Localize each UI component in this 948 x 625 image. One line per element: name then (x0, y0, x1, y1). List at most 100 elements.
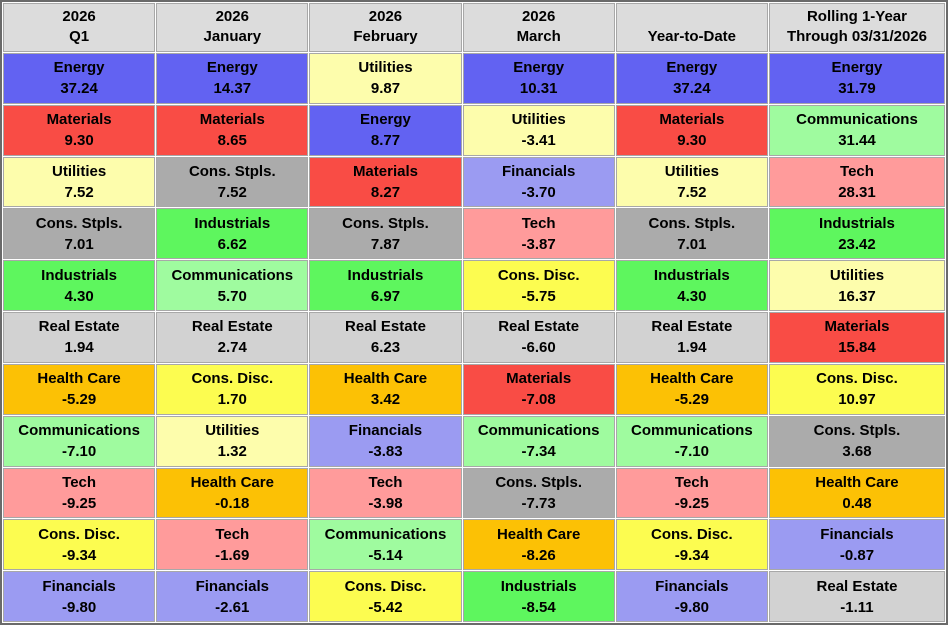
sector-return-value: -7.34 (521, 443, 556, 461)
sector-cell: Materials 8.27 (310, 157, 461, 207)
sector-name: Health Care (343, 370, 428, 388)
sector-name: Tech (674, 473, 709, 491)
sector-name: Cons. Disc. (816, 370, 898, 388)
sector-return-value: -5.42 (368, 598, 403, 616)
sector-return-value: -9.25 (61, 494, 97, 512)
sector-cell: Cons. Stpls. 7.01 (4, 209, 155, 259)
column-header-label: January (203, 28, 262, 45)
sector-name: Energy (666, 59, 718, 77)
sector-return-value: 1.94 (677, 339, 707, 357)
sector-return-value: -6.60 (521, 339, 556, 357)
sector-name: Real Estate (38, 318, 120, 336)
sector-return-value: -7.08 (521, 391, 556, 409)
sector-cell: Communications 31.44 (769, 105, 944, 155)
sector-name: Energy (513, 59, 565, 77)
sector-name: Health Care (815, 473, 899, 491)
sector-return-value: -0.87 (839, 546, 875, 564)
sector-return-value: -3.87 (521, 235, 556, 253)
sector-return-value: -3.98 (368, 494, 403, 512)
sector-cell: Industrials 6.62 (157, 209, 308, 259)
sector-return-value: -7.10 (674, 443, 709, 461)
sector-name: Health Care (650, 370, 734, 388)
sector-return-value: 9.30 (64, 132, 94, 150)
column-header: 2026 January (157, 4, 308, 51)
sector-name: Materials (46, 111, 112, 129)
sector-return-value: 8.65 (217, 132, 247, 150)
sector-cell: Real Estate -1.11 (769, 572, 944, 621)
sector-return-value: -3.83 (368, 443, 403, 461)
sector-cell: Health Care -8.26 (463, 520, 614, 570)
sector-return-value: 23.42 (838, 235, 876, 253)
sector-name: Real Estate (345, 318, 426, 336)
sector-return-value: -7.73 (521, 494, 556, 512)
sector-return-value: 3.42 (370, 391, 401, 409)
sector-name: Financials (501, 163, 576, 181)
sector-cell: Tech -1.69 (157, 520, 308, 570)
sector-return-value: -9.34 (674, 546, 709, 564)
sector-return-value: 31.79 (838, 80, 876, 98)
sector-cell: Industrials 6.97 (310, 261, 461, 311)
sector-return-value: -0.18 (215, 494, 250, 512)
sector-return-value: -9.80 (674, 598, 709, 616)
sector-cell: Real Estate -6.60 (463, 313, 614, 362)
sector-cell: Energy 10.31 (463, 54, 614, 103)
sector-cell: Tech -9.25 (4, 468, 155, 518)
column-header-label: March (516, 28, 561, 45)
sector-name: Tech (840, 163, 874, 181)
sector-name: Communications (631, 422, 753, 440)
sector-return-value: 5.70 (217, 287, 247, 305)
column-header: Rolling 1-Year Through 03/31/2026 (769, 4, 944, 51)
sector-name: Communications (796, 111, 918, 129)
sector-cell: Industrials 23.42 (769, 209, 944, 259)
sector-name: Industrials (819, 214, 895, 232)
sector-cell: Materials 9.30 (4, 105, 155, 155)
sector-return-value: -1.11 (840, 598, 874, 616)
sector-return-value: 1.70 (217, 391, 247, 409)
sector-cell: Utilities 16.37 (769, 261, 944, 311)
sector-cell: Communications -7.10 (616, 416, 767, 466)
sector-cell: Communications 5.70 (157, 261, 308, 311)
sector-return-value: 9.87 (370, 80, 401, 98)
sector-name: Industrials (500, 577, 577, 595)
sector-name: Communications (18, 422, 140, 440)
sector-name: Materials (659, 111, 725, 129)
sector-return-value: 6.23 (370, 339, 401, 357)
sector-name: Cons. Stpls. (35, 214, 123, 232)
sector-return-value: 4.30 (64, 287, 94, 305)
sector-cell: Materials 8.65 (157, 105, 308, 155)
sector-return-value: 7.01 (677, 235, 707, 253)
sector-name: Cons. Stpls. (813, 422, 901, 440)
sector-name: Cons. Disc. (38, 525, 120, 543)
sector-cell: Real Estate 2.74 (157, 313, 308, 362)
sector-return-value: 16.37 (838, 287, 876, 305)
sector-cell: Energy 8.77 (310, 105, 461, 155)
sector-name: Utilities (52, 163, 107, 181)
sector-name: Tech (62, 473, 97, 491)
sector-cell: Utilities 1.32 (157, 416, 308, 466)
sector-return-value: 10.31 (519, 80, 558, 98)
sector-name: Financials (820, 525, 894, 543)
column-header-label: Q1 (69, 28, 90, 45)
sector-cell: Cons. Stpls. 7.01 (616, 209, 767, 259)
sector-return-value: 8.77 (370, 132, 401, 150)
sector-name: Tech (215, 525, 250, 543)
sector-cell: Industrials 4.30 (616, 261, 767, 311)
sector-return-value: 37.24 (60, 80, 98, 98)
sector-return-value: 7.52 (64, 184, 94, 202)
sector-cell: Real Estate 6.23 (310, 313, 461, 362)
sector-return-value: -9.34 (61, 546, 97, 564)
sector-cell: Energy 37.24 (4, 54, 155, 103)
sector-name: Energy (206, 59, 258, 77)
sector-return-value: 7.87 (370, 235, 401, 253)
sector-name: Cons. Stpls. (342, 214, 429, 232)
sector-return-value: 9.30 (677, 132, 707, 150)
sector-return-value: 7.52 (217, 184, 247, 202)
sector-return-value: 0.48 (842, 494, 872, 512)
sector-name: Health Care (190, 473, 274, 491)
sector-cell: Financials -2.61 (157, 572, 308, 621)
sector-name: Communications (477, 422, 600, 440)
sector-name: Communications (171, 266, 294, 284)
sector-return-value: -1.69 (215, 546, 250, 564)
sector-name: Energy (360, 111, 411, 129)
